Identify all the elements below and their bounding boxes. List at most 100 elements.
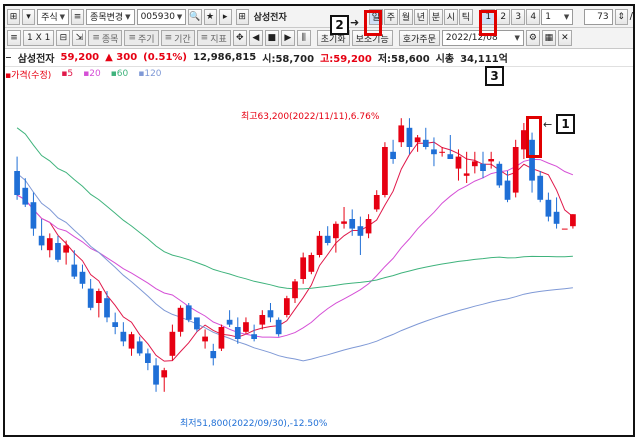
marker-1: 1 (556, 114, 575, 134)
period-hour-button[interactable]: 시 (443, 8, 458, 25)
chart-icon-button[interactable]: ⊞ (7, 8, 21, 25)
candle (406, 118, 413, 155)
window-menu-icon[interactable]: ≡ (7, 30, 21, 46)
price-change-percent: (0.51%) (143, 52, 187, 63)
candle (145, 348, 151, 371)
candle (431, 137, 437, 167)
market-cap-label: 시총 (435, 54, 455, 65)
interval-input[interactable]: 1 ▼ (541, 8, 574, 25)
market-type-select[interactable]: 주식 ▼ (37, 8, 70, 25)
secondary-toolbar: ≡ 1 X 1 ⊟ ⇲ ≡ 종목 ≡ 주기 ≡ 기간 ≡ 지표 ✥ ◀ ■ ▶ … (5, 28, 633, 49)
candle (553, 197, 560, 229)
legend-ma5: ▪5 (61, 69, 74, 79)
low-price: 저:58,600 (377, 54, 430, 65)
current-price: 59,200 (60, 52, 100, 63)
indicator-sync-select[interactable]: ≡ 지표 (196, 30, 231, 46)
candle (504, 171, 511, 203)
candle (471, 151, 478, 174)
candle (292, 279, 298, 303)
candle (104, 291, 110, 323)
stop-icon[interactable]: ■ (264, 30, 279, 46)
chevron-down-icon[interactable]: ▾ (22, 8, 36, 25)
highlight-peak-candle (526, 116, 542, 158)
candle (14, 156, 20, 200)
number-3-button[interactable]: 3 (511, 8, 526, 25)
grid-view-icon[interactable]: ▦ (541, 30, 556, 46)
candle (87, 279, 94, 311)
count-stepper[interactable]: ⇕ (614, 8, 628, 25)
candle (71, 250, 78, 279)
play-icon[interactable]: ▶ (280, 30, 295, 46)
split-icon[interactable]: ⇲ (72, 30, 87, 46)
number-2-button[interactable]: 2 (496, 8, 511, 25)
candle (128, 331, 135, 356)
candle (226, 310, 233, 327)
candle (275, 317, 282, 337)
date-input[interactable]: 2022/12/08 ▼ (441, 30, 524, 46)
candle (365, 214, 372, 239)
highlight-daily (364, 10, 382, 36)
candle (120, 322, 127, 347)
columns-icon[interactable]: ⫼ (296, 30, 311, 46)
chart-window: ⊞ ▾ 주식 ▼ ≡ 종목변경 ▼ 005930 ▼ 🔍 ★ ▸ ⊞ 삼성전자 일 주… (3, 4, 635, 437)
candle (398, 118, 405, 147)
candle (316, 231, 323, 258)
candle (300, 252, 307, 284)
candle (455, 149, 462, 181)
candle (38, 219, 45, 251)
aux-function-button[interactable]: 보조기능 (351, 30, 393, 46)
period-sync-select[interactable]: ≡ 기간 (160, 30, 195, 46)
arrow-right-icon[interactable]: ▸ (218, 8, 232, 25)
stock-name-display: 삼성전자 (253, 13, 287, 23)
period-yearly-button[interactable]: 년 (413, 8, 428, 25)
gear-icon[interactable]: ⚙ (525, 30, 540, 46)
grid-icon[interactable]: ⊞ (235, 8, 249, 25)
legend-price-label: ▪가격(수정) (5, 70, 52, 81)
candle (169, 324, 176, 361)
fraction-slash: / (629, 11, 634, 22)
candle (283, 295, 290, 318)
period-minute-button[interactable]: 분 (428, 8, 443, 25)
candle (259, 310, 266, 330)
collapse-icon[interactable]: − (5, 53, 12, 62)
high-price: 고:59,200 (320, 54, 372, 65)
candle (177, 305, 184, 337)
close-icon[interactable]: ✕ (557, 30, 572, 46)
quote-order-button[interactable]: 호가주문 (398, 30, 440, 46)
stock-sync-select[interactable]: ≡ 종목 (88, 30, 123, 46)
candle (521, 123, 527, 159)
candle (112, 312, 119, 335)
candle (202, 329, 208, 349)
ma5-line (16, 141, 574, 362)
code-search-select[interactable]: 종목변경 ▼ (86, 8, 135, 25)
candle (324, 226, 331, 246)
low-annotation: 최저51,800(2022/09/30),-12.50% (180, 418, 328, 429)
candle (512, 139, 519, 198)
ma60-line (16, 127, 573, 290)
candle (251, 324, 257, 342)
move-icon[interactable]: ✥ (232, 30, 247, 46)
layout-icon[interactable]: ⊟ (56, 30, 71, 46)
candle (488, 151, 495, 169)
period-weekly-button[interactable]: 주 (383, 8, 398, 25)
period-tick-button[interactable]: 틱 (458, 8, 473, 25)
stock-code-input[interactable]: 005930 ▼ (136, 8, 187, 25)
candle (46, 233, 53, 258)
candle (267, 303, 274, 323)
number-4-button[interactable]: 4 (526, 8, 541, 25)
candlestick-chart[interactable]: 최고63,200(2022/11/11),6.76% 최저51,800(2022… (5, 81, 633, 435)
period-monthly-button[interactable]: 월 (398, 8, 413, 25)
open-price: 시:58,700 (262, 54, 315, 65)
cycle-sync-select[interactable]: ≡ 주기 (124, 30, 159, 46)
high-annotation: 최고63,200(2022/11/11),6.76% (241, 111, 380, 122)
price-change: ▲ 300 (105, 52, 138, 63)
count-input[interactable]: 73 (584, 8, 613, 25)
multi-chart-button[interactable]: 1 X 1 (23, 30, 55, 46)
search-icon[interactable]: 🔍 (188, 8, 202, 25)
candle (341, 207, 347, 229)
candle (373, 190, 380, 212)
play-back-icon[interactable]: ◀ (248, 30, 263, 46)
star-icon[interactable]: ★ (203, 8, 217, 25)
list-icon[interactable]: ≡ (71, 8, 85, 25)
candle (545, 192, 552, 222)
